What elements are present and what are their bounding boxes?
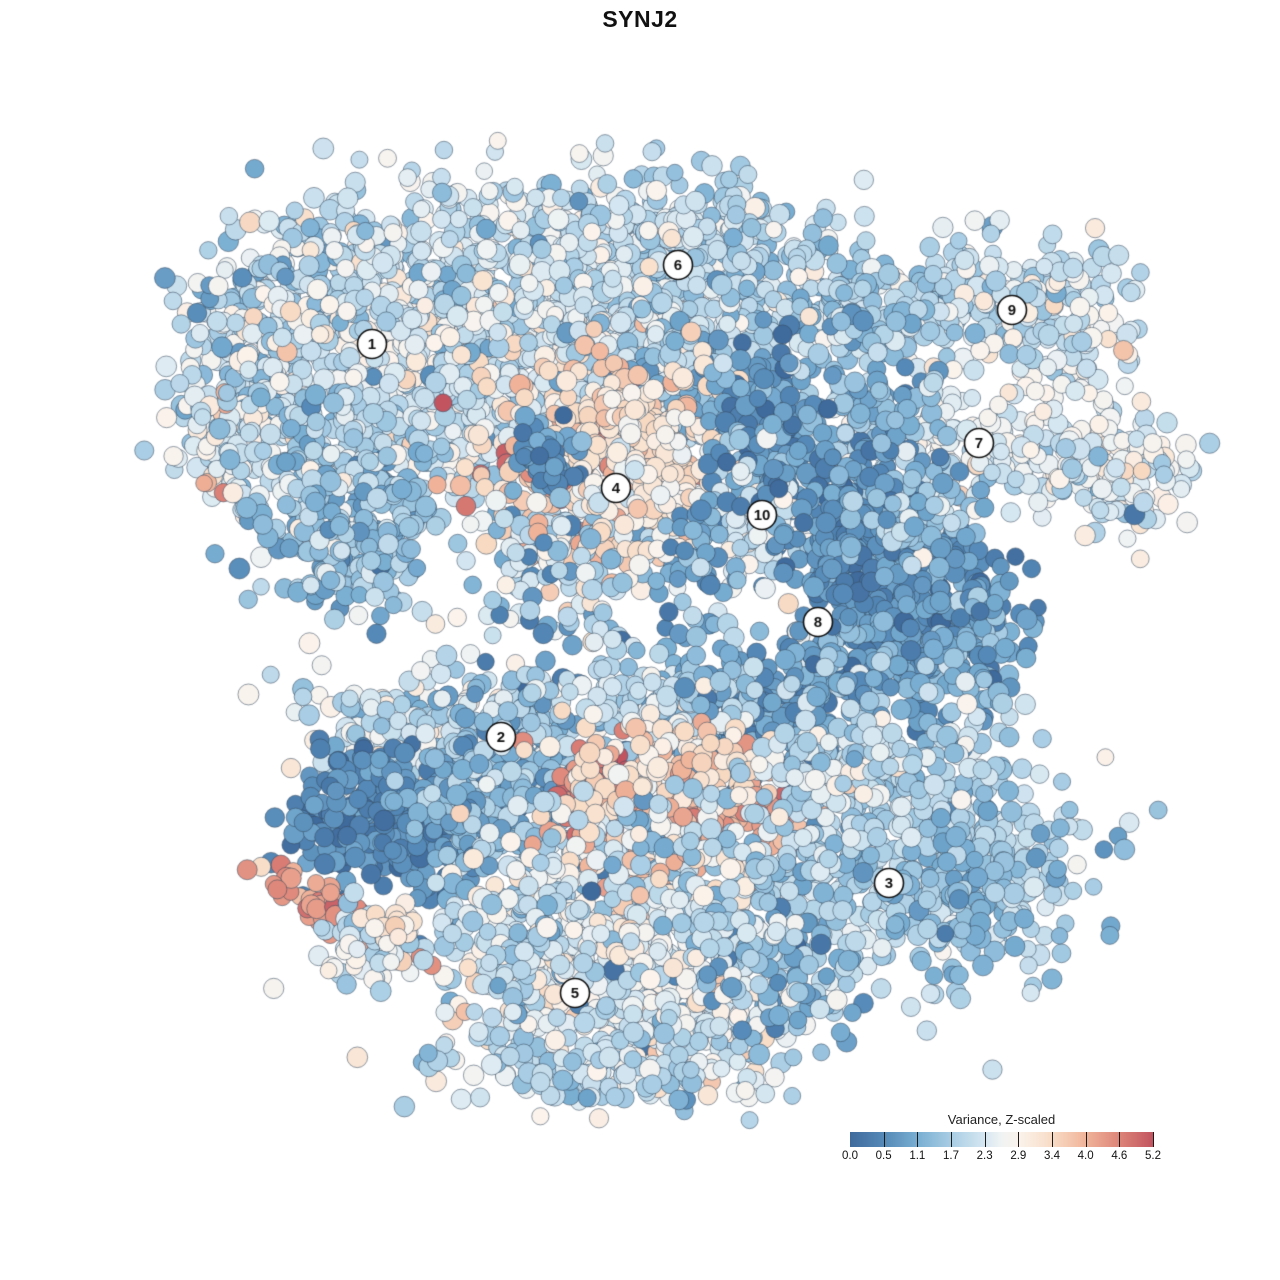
colorbar-tick-labels: 0.0 0.5 1.1 1.7 2.3 2.9 3.4 4.0 4.6 5.2	[842, 1150, 1161, 1166]
colorbar-tick-label: 3.4	[1044, 1150, 1060, 1162]
colorbar-tick-mark	[1018, 1132, 1020, 1147]
colorbar-tick-label: 2.3	[976, 1150, 993, 1162]
colorbar-tick-mark	[1052, 1132, 1053, 1147]
colorbar-tick-label: 1.7	[943, 1150, 959, 1162]
chart-title: SYNJ2	[602, 6, 678, 32]
colorbar-legend: Variance, Z-scaled 0.0 0.5 1.1 1.7 2.3 2.9 3.4…	[842, 1112, 1161, 1166]
colorbar-tick-label: 2.9	[1010, 1150, 1027, 1162]
colorbar-tick-mark	[1153, 1132, 1154, 1147]
colorbar-tick-mark	[1119, 1132, 1121, 1147]
colorbar-tick-label: 4.6	[1111, 1150, 1128, 1162]
colorbar-tick-label: 4.0	[1077, 1150, 1094, 1162]
colorbar-tick-label: 0.0	[842, 1150, 858, 1162]
colorbar-tick-label: 5.2	[1145, 1150, 1161, 1162]
colorbar-tick-mark	[951, 1132, 952, 1147]
colorbar-tick-label: 1.1	[909, 1150, 926, 1162]
colorbar-tick-mark	[883, 1132, 885, 1147]
colorbar-tick-mark	[984, 1132, 986, 1147]
colorbar-tick-mark	[917, 1132, 919, 1147]
legend-title: Variance, Z-scaled	[947, 1112, 1056, 1127]
colorbar-tick-mark	[1085, 1132, 1087, 1147]
colorbar-tick-label: 0.5	[875, 1150, 892, 1162]
colorbar-gradient	[850, 1132, 1154, 1147]
